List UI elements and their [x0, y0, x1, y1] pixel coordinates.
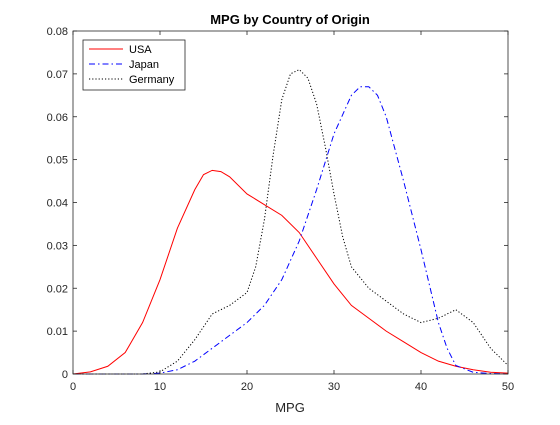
x-tick-label: 30: [328, 381, 340, 393]
x-tick-label: 10: [154, 381, 166, 393]
y-tick-label: 0.04: [47, 198, 68, 210]
y-tick-label: 0.08: [47, 26, 68, 38]
x-tick-label: 20: [241, 381, 253, 393]
chart-title: MPG by Country of Origin: [210, 12, 370, 27]
x-tick-label: 0: [70, 381, 76, 393]
x-axis-label: MPG: [275, 400, 305, 415]
y-tick-label: 0.06: [47, 112, 68, 124]
y-tick-label: 0.05: [47, 155, 68, 167]
axes-layer: 0 10 20 30 40 50 0 0.01 0.02 0.03 0.04 0.05 0.06 0.07…: [47, 26, 515, 393]
series-line-japan: [73, 86, 509, 375]
legend-box: [82, 39, 186, 91]
y-tick-label: 0.07: [47, 69, 68, 81]
series-line-germany: [73, 68, 509, 375]
legend: USA Japan Germany: [82, 39, 186, 91]
series-line-usa: [72, 169, 509, 375]
series-layer: [72, 68, 509, 375]
y-tick-label: 0: [62, 369, 68, 381]
legend-label-japan: Japan: [129, 59, 159, 71]
x-tick-label: 50: [502, 381, 514, 393]
y-tick-label: 0.02: [47, 283, 68, 295]
y-tick-label: 0.03: [47, 240, 68, 252]
legend-label-germany: Germany: [129, 74, 175, 86]
legend-label-usa: USA: [129, 44, 152, 56]
x-tick-label: 40: [415, 381, 427, 393]
y-tick-label: 0.01: [47, 326, 68, 338]
